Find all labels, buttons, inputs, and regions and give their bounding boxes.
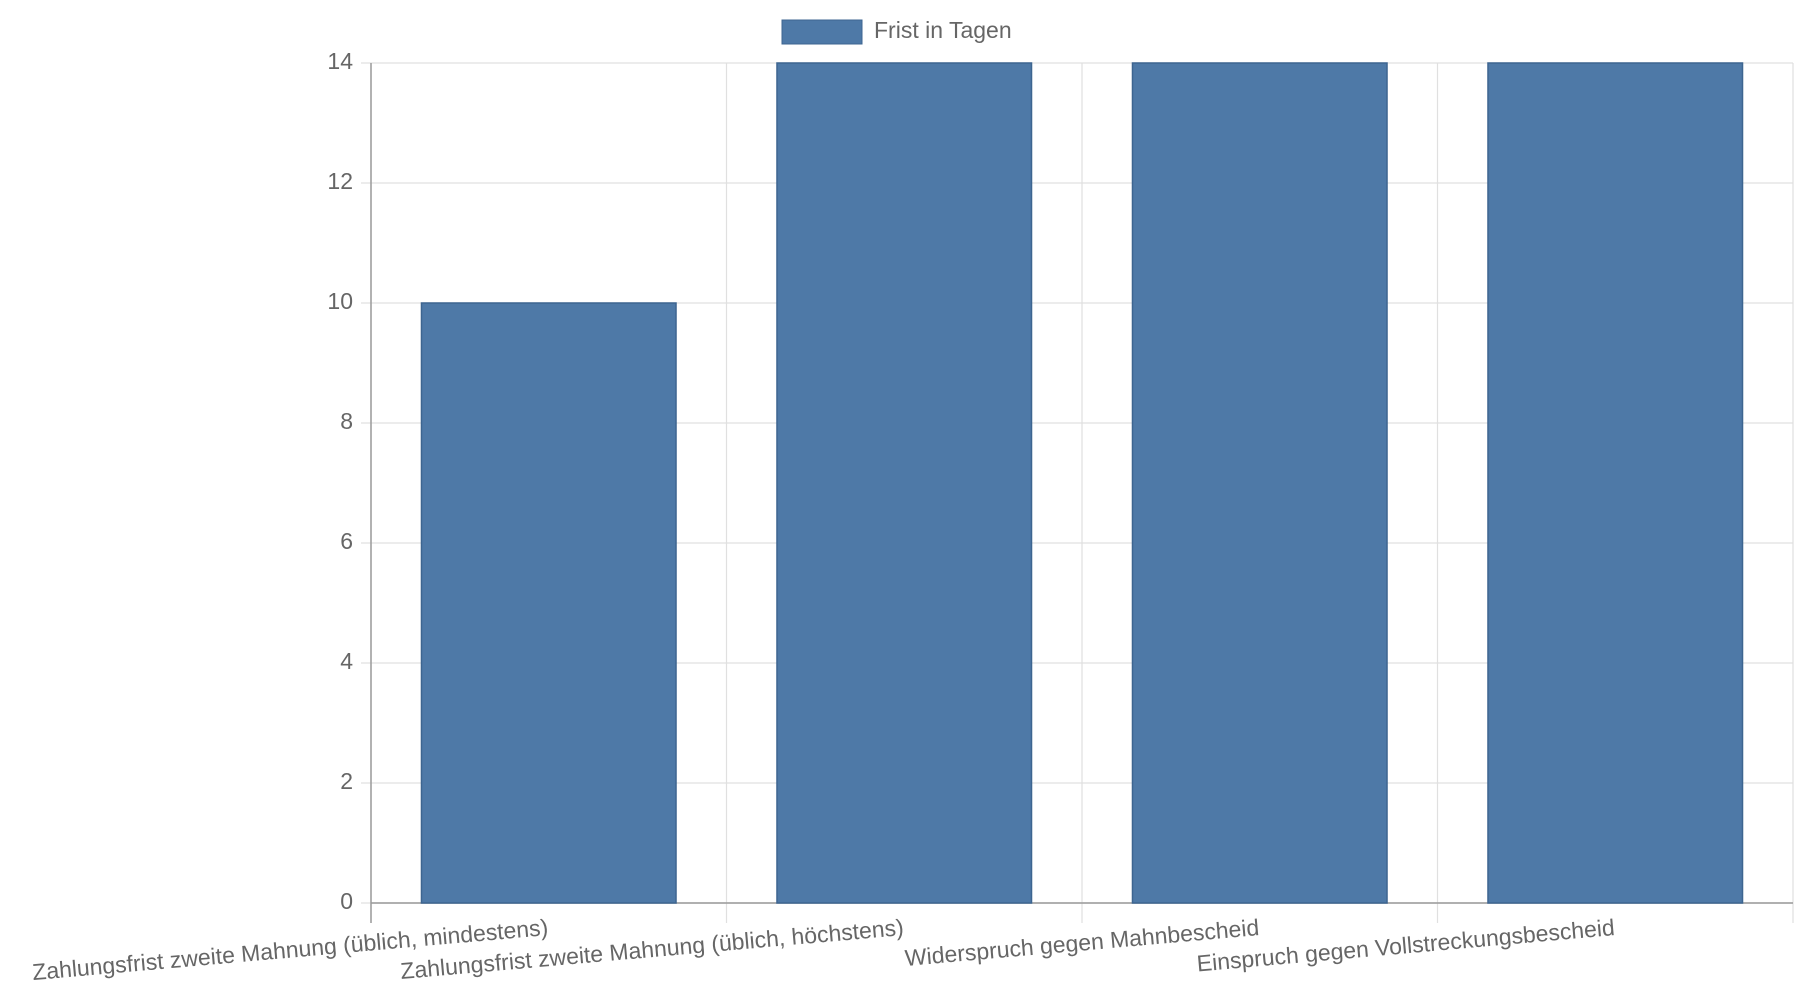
y-tick-label: 10 [327, 288, 353, 314]
legend-swatch [781, 19, 863, 45]
bar [420, 302, 677, 904]
y-tick-label: 14 [327, 48, 353, 74]
y-tick-label: 2 [340, 768, 353, 794]
y-tick-label: 6 [340, 528, 353, 554]
bar [1131, 62, 1388, 904]
y-tick-label: 12 [327, 168, 353, 194]
y-tick-label: 0 [340, 888, 353, 914]
y-tick-label: 8 [340, 408, 353, 434]
bar [776, 62, 1033, 904]
y-tick-label: 4 [340, 648, 353, 674]
bar [1487, 62, 1744, 904]
legend-label: Frist in Tagen [874, 17, 1012, 43]
